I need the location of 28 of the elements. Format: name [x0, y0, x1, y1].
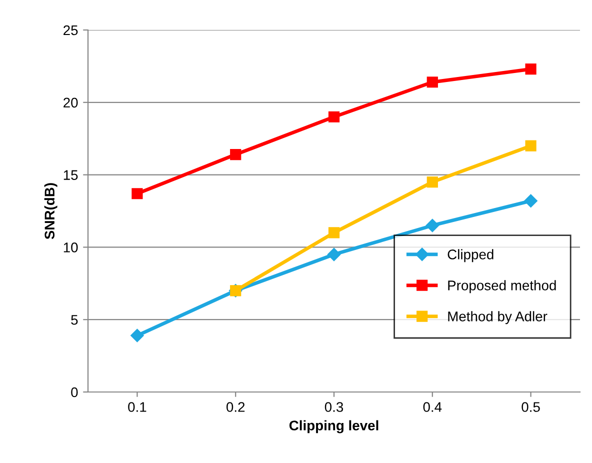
legend-label: Clipped: [448, 249, 494, 262]
point: [426, 76, 438, 88]
point: [525, 64, 536, 75]
point: [524, 194, 538, 208]
legend-label: Proposed method: [448, 280, 556, 294]
legend-label: Method by Adler: [448, 311, 548, 324]
y-tick-label: 20: [64, 98, 78, 108]
point: [328, 227, 340, 238]
x-axis-title: Clipping level: [289, 420, 378, 434]
y-tick-label: 0: [71, 387, 78, 398]
point: [230, 148, 242, 160]
point: [525, 140, 536, 152]
y-tick-label: 15: [64, 170, 78, 180]
point: [426, 176, 438, 188]
x-tick-label: 0.1: [128, 402, 146, 412]
y-tick-label: 10: [64, 242, 78, 252]
point: [130, 328, 144, 342]
x-tick-label: 0.3: [324, 402, 344, 412]
point: [426, 218, 439, 232]
point: [327, 248, 341, 262]
y-tick-label: 5: [71, 315, 78, 325]
point: [328, 111, 340, 122]
y-axis-title: SNR(dB): [44, 183, 58, 240]
x-tick-label: 0.5: [522, 402, 540, 412]
point: [132, 188, 143, 200]
x-tick-label: 0.4: [423, 402, 442, 412]
x-tick-label: 0.2: [226, 402, 245, 412]
y-tick-label: 25: [64, 25, 78, 36]
